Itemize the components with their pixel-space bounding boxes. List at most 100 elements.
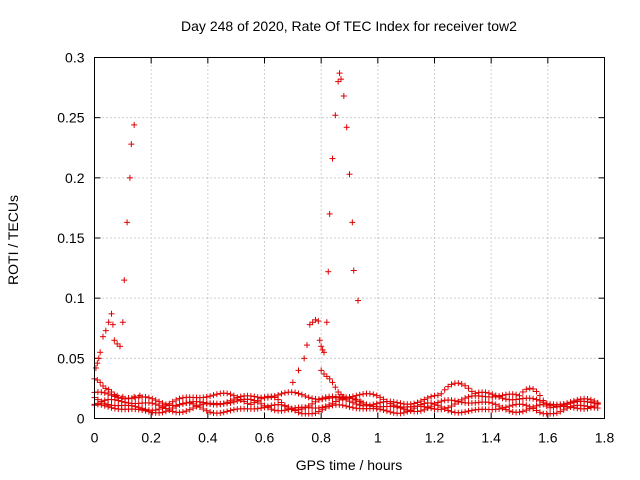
data-point	[316, 337, 323, 344]
data-point	[536, 409, 543, 416]
data-point	[108, 310, 115, 317]
data-point	[594, 401, 601, 408]
data-point	[101, 400, 108, 407]
y-tick-label: 0.15	[57, 230, 84, 246]
data-point	[309, 400, 316, 407]
data-point	[159, 404, 166, 411]
data-point	[346, 395, 353, 402]
data-point	[448, 381, 455, 388]
data-point	[458, 396, 465, 403]
data-point	[319, 395, 326, 402]
data-point	[128, 402, 135, 409]
data-point	[278, 390, 285, 397]
data-point	[455, 398, 462, 405]
data-point	[326, 375, 333, 382]
data-point	[207, 409, 214, 416]
data-point	[349, 399, 356, 406]
data-point	[465, 408, 472, 415]
data-point	[193, 402, 200, 409]
data-point	[292, 389, 299, 396]
data-point	[465, 393, 472, 400]
data-point	[224, 408, 231, 415]
data-point	[390, 402, 397, 409]
data-point	[289, 379, 296, 386]
data-point	[220, 409, 227, 416]
data-point	[533, 388, 540, 395]
data-point	[428, 393, 435, 400]
data-point	[312, 410, 319, 417]
data-point	[519, 388, 526, 395]
data-point	[271, 394, 278, 401]
data-point	[166, 406, 173, 413]
data-point	[119, 393, 126, 400]
data-point	[119, 319, 126, 326]
data-point	[584, 405, 591, 412]
data-point	[366, 390, 373, 397]
data-point	[169, 398, 176, 405]
data-point	[468, 407, 475, 414]
data-point	[196, 404, 203, 411]
data-point	[295, 390, 302, 397]
data-point	[109, 321, 116, 328]
x-tick-label: 0.8	[311, 430, 331, 446]
y-axis-label: ROTI / TECUs	[5, 195, 21, 285]
data-point	[336, 70, 343, 77]
data-point	[318, 343, 325, 350]
data-point	[271, 407, 278, 414]
data-point	[101, 389, 108, 396]
data-point	[502, 404, 509, 411]
data-point	[536, 392, 543, 399]
data-point	[462, 382, 469, 389]
data-point	[434, 392, 441, 399]
data-point	[346, 171, 353, 178]
data-point	[533, 407, 540, 414]
y-tick-label: 0.2	[65, 170, 85, 186]
data-point	[251, 399, 258, 406]
grid-lines	[94, 57, 605, 419]
data-point	[448, 403, 455, 410]
data-point	[114, 392, 121, 399]
data-point	[100, 333, 106, 340]
data-point	[241, 398, 248, 405]
data-point	[135, 404, 142, 411]
data-point	[139, 405, 146, 412]
data-point	[183, 408, 190, 415]
data-point	[591, 403, 598, 410]
data-point	[281, 403, 288, 410]
data-point	[530, 386, 537, 393]
data-point	[97, 379, 104, 386]
data-point	[179, 409, 186, 416]
data-point	[377, 399, 384, 406]
data-point	[390, 409, 397, 416]
data-point	[343, 124, 350, 131]
data-point	[105, 390, 112, 397]
data-point	[254, 397, 261, 404]
data-point	[176, 401, 183, 408]
data-point	[136, 392, 143, 399]
data-point	[451, 401, 458, 408]
data-point	[373, 392, 380, 399]
data-point	[156, 406, 163, 413]
data-point	[285, 405, 292, 412]
data-point	[98, 398, 105, 405]
data-point	[523, 386, 530, 393]
data-point	[227, 397, 234, 404]
data-point	[438, 390, 445, 397]
data-point	[111, 337, 118, 344]
data-point	[234, 394, 241, 401]
data-point	[203, 393, 210, 400]
data-point	[156, 398, 163, 405]
data-points	[91, 70, 601, 417]
data-point	[203, 407, 210, 414]
data-point	[152, 407, 159, 414]
data-point	[244, 400, 251, 407]
data-point	[149, 395, 156, 402]
y-tick-label: 0.1	[65, 290, 85, 306]
data-point	[94, 360, 101, 367]
data-point	[95, 355, 102, 362]
x-tick-label: 1	[374, 430, 382, 446]
data-point	[329, 155, 336, 162]
data-point	[506, 403, 513, 410]
data-point	[356, 391, 363, 398]
data-point	[353, 392, 360, 399]
